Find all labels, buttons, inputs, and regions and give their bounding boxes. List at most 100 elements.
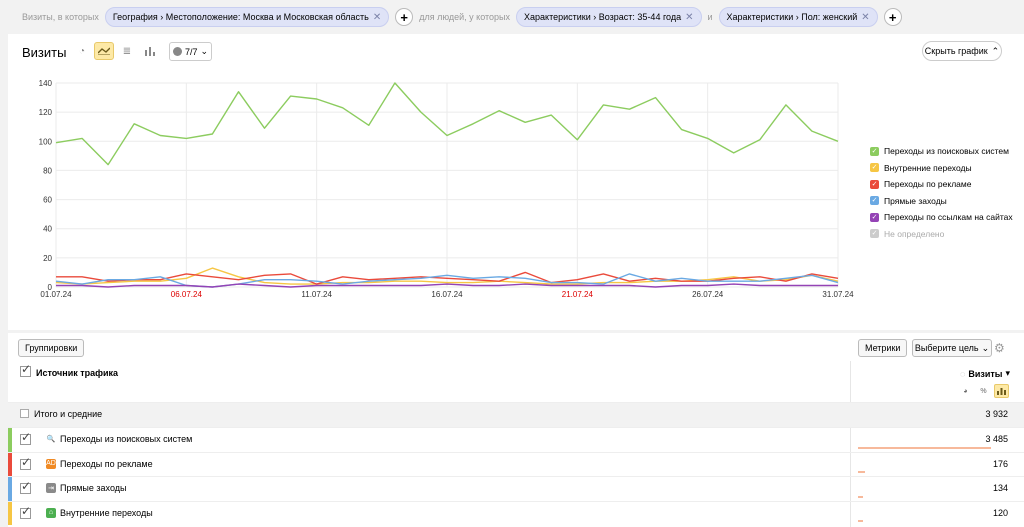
legend-item[interactable]: ✓ Переходы из поисковых систем [870,143,1013,160]
filter-chip-gender-label: Характеристики › Пол: женский [726,12,858,22]
remove-filter-icon[interactable]: ✕ [861,11,870,23]
table-header: Источник трафика ◌ Визиты ▾ ◕ % [8,361,1024,403]
x-tick-label: 26.07.24 [692,290,724,299]
row-label: Переходы по рекламе [60,458,153,469]
pie-chart-icon[interactable]: ◔ [78,45,86,57]
total-checkbox[interactable] [20,409,29,418]
row-share-bar [858,520,863,522]
table-total-row: Итого и средние 3 932 [8,402,1024,427]
legend-item[interactable]: ✓ Прямые заходы [870,193,1013,210]
legend-checkbox-icon[interactable]: ✓ [870,179,879,189]
y-tick-label: 20 [43,254,52,263]
legend-checkbox-icon[interactable]: ✓ [870,212,879,222]
chart-title: Визиты [22,45,67,60]
y-tick-label: 140 [39,79,53,88]
table-row[interactable]: 🔍 Переходы из поисковых систем 3 485 [8,427,1024,452]
hide-chart-button[interactable]: Скрыть график ⌃ [922,41,1002,61]
series-count-dropdown[interactable]: 7/7 ⌄ [169,42,212,61]
chart-legend: ✓ Переходы из поисковых систем ✓ Внутренние… [870,143,1013,242]
row-label: Прямые заходы [60,483,127,493]
visits-line-chart: 0 20 40 60 80 100 120 140 01.07.24 06.07.24 11.07… [39,79,854,299]
hide-chart-label: Скрыть график [924,46,988,56]
chevron-down-icon: ⌄ [200,46,209,56]
remove-filter-icon[interactable]: ✕ [372,11,382,23]
table-row[interactable]: ⌂ Внутренние переходы 120 [8,500,1024,525]
select-all-checkbox[interactable] [20,362,31,377]
row-checkbox[interactable] [20,430,31,445]
filter-chip-age[interactable]: Характеристики › Возраст: 35-44 года ✕ [516,7,702,27]
report-table: Группировки Метрики Выберите цель ⌄ ⚙ Ис… [8,333,1024,527]
legend-label: Переходы по ссылкам на сайтах [884,212,1013,223]
row-value: 134 [992,483,1008,493]
filter-prefix: Визиты, в которых [22,12,99,22]
total-value: 3 932 [985,409,1008,419]
y-tick-label: 100 [39,137,53,146]
metric-header[interactable]: ◌ Визиты ▾ [960,368,1010,379]
y-tick-label: 120 [39,108,53,117]
legend-item[interactable]: ✓ Переходы по ссылкам на сайтах [870,209,1013,226]
row-checkbox[interactable] [20,455,31,470]
series-dot-icon [172,47,182,56]
direct-entry-icon: ⇥ [46,483,56,493]
filter-chip-geo-label: География › Местоположение: Москва и Мос… [112,12,369,22]
row-color-stripe [8,428,12,452]
chart-card: Визиты ◔ ≣ 7/7 ⌄ Скрыть график ⌃ 0 20 40 60… [8,34,1024,330]
row-color-stripe [8,501,12,525]
remove-filter-icon[interactable]: ✕ [685,11,694,23]
metrics-button[interactable]: Метрики [858,339,908,357]
filter-chip-gender[interactable]: Характеристики › Пол: женский ✕ [718,7,878,27]
row-share-bar [858,471,865,473]
legend-item[interactable]: ✓ Не определено [870,226,1013,243]
home-icon: ⌂ [46,507,56,518]
row-label-group: 🔍 Переходы из поисковых систем [46,434,193,444]
bar-view-icon[interactable] [994,384,1009,398]
sort-indicator-icon: ◌ [959,368,966,379]
table-toolbar: Группировки Метрики Выберите цель ⌄ ⚙ [8,333,1024,361]
total-label: Итого и средние [34,409,103,419]
row-share-bar [858,446,991,449]
legend-label: Не определено [884,228,945,239]
percent-view-icon[interactable]: % [980,387,987,395]
row-value: 120 [992,507,1008,518]
x-tick-label: 11.07.24 [301,290,332,299]
add-filter-button[interactable]: + [395,8,414,26]
legend-item[interactable]: ✓ Переходы по рекламе [870,176,1013,193]
row-color-stripe [8,452,12,476]
row-value: 3 485 [985,434,1008,444]
row-checkbox[interactable] [20,479,31,494]
chevron-down-icon: ⌄ [981,342,990,353]
row-label: Переходы из поисковых систем [60,434,193,444]
legend-checkbox-icon[interactable]: ✓ [870,146,879,156]
filter-chip-age-label: Характеристики › Возраст: 35-44 года [524,12,682,22]
table-row[interactable]: AD Переходы по рекламе 176 [8,451,1024,476]
add-filter-button[interactable]: + [883,8,902,26]
dimension-header: Источник трафика [36,368,119,378]
pie-view-icon[interactable]: ◕ [963,387,968,395]
gear-icon[interactable]: ⚙ [994,341,1005,355]
ad-icon: AD [46,458,56,469]
legend-label: Прямые заходы [884,195,947,206]
row-label: Внутренние переходы [60,507,153,518]
chevron-up-icon: ⌃ [991,45,1000,56]
row-checkbox[interactable] [20,504,31,519]
row-label-group: AD Переходы по рекламе [46,458,153,469]
legend-checkbox-icon[interactable]: ✓ [870,196,879,206]
column-chart-icon[interactable] [140,42,160,60]
table-row[interactable]: ⇥ Прямые заходы 134 [8,476,1024,501]
goal-select[interactable]: Выберите цель ⌄ [912,339,992,357]
series-line [56,283,838,288]
x-tick-label: 06.07.24 [171,290,203,299]
groupings-button[interactable]: Группировки [18,339,85,357]
line-chart-icon[interactable] [94,42,114,60]
legend-label: Переходы по рекламе [884,179,972,190]
series-line [55,82,839,166]
segment-filter-bar: Визиты, в которых География › Местополож… [0,0,1024,34]
legend-checkbox-icon[interactable]: ✓ [870,229,879,239]
filter-chip-geo[interactable]: География › Местоположение: Москва и Мос… [104,7,390,27]
legend-checkbox-icon[interactable]: ✓ [870,163,879,173]
series-count: 7/7 [184,46,198,57]
series-line [55,267,839,285]
stacked-area-icon[interactable]: ≣ [122,45,132,57]
legend-item[interactable]: ✓ Внутренние переходы [870,160,1013,177]
x-tick-label: 16.07.24 [431,290,463,299]
